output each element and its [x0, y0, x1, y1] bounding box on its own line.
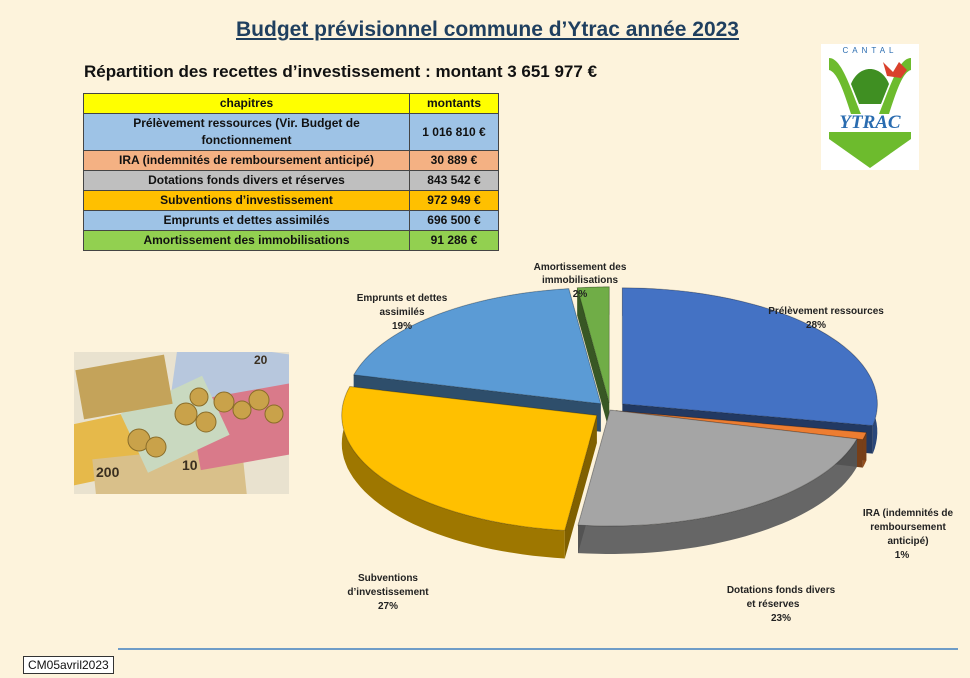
pie-slice-wall [577, 287, 610, 431]
pie-slice-wall [564, 415, 597, 559]
pie-slice-side [577, 286, 610, 316]
row-label: IRA (indemnités de remboursement anticip… [83, 150, 410, 171]
label-pct-amortissement: 2% [573, 289, 588, 300]
logo-top-text: CANTAL [843, 46, 898, 55]
pie-slice [576, 286, 610, 403]
pie-slice-wall [622, 403, 873, 454]
pie-slice-wall [578, 410, 610, 554]
header-chapitres: chapitres [83, 93, 410, 114]
row-label: Subventions d’investissement [83, 190, 410, 211]
pie-slice-wall [615, 410, 867, 461]
table-row: Prélèvement ressources (Vir. Budget de f… [83, 113, 499, 151]
pie-slice-side [353, 288, 569, 403]
page-subtitle: Répartition des recettes d’investissemen… [84, 62, 598, 81]
row-label: Prélèvement ressources (Vir. Budget de f… [83, 113, 410, 151]
footer-label: CM05avril2023 [23, 656, 114, 674]
table-row: Subventions d’investissement 972 949 € [83, 190, 499, 211]
pie-slice-side [622, 287, 878, 454]
pie-slice [341, 386, 598, 532]
header-montants: montants [409, 93, 499, 114]
row-label: Amortissement des immobilisations [83, 230, 410, 251]
row-amount: 843 542 € [409, 170, 499, 191]
logo-name: YTRAC [839, 112, 901, 133]
label-subventions-2: d’investissement [347, 587, 429, 598]
pie-slice [621, 287, 878, 427]
label-pct-dotations: 23% [771, 613, 791, 624]
table-row: IRA (indemnités de remboursement anticip… [83, 150, 499, 171]
table-header-row: chapitres montants [83, 93, 499, 114]
pie-slice-wall [615, 410, 863, 468]
row-amount: 972 949 € [409, 190, 499, 211]
table-row: Dotations fonds divers et réserves 843 5… [83, 170, 499, 191]
label-subventions-1: Subventions [358, 573, 418, 584]
pie-slice-wall [610, 410, 857, 467]
row-label: Emprunts et dettes assimilés [83, 210, 410, 231]
table-row: Emprunts et dettes assimilés 696 500 € [83, 210, 499, 231]
pie-slice-side [862, 432, 867, 468]
label-pct-emprunts: 19% [392, 321, 412, 332]
label-pct-prelevement: 28% [806, 320, 826, 331]
row-amount: 696 500 € [409, 210, 499, 231]
pie-slice-wall [353, 374, 601, 432]
ytrac-logo: CANTAL YTRAC [821, 44, 919, 170]
label-pct-ira: 1% [895, 550, 910, 561]
row-label: Dotations fonds divers et réserves [83, 170, 410, 191]
row-amount: 30 889 € [409, 150, 499, 171]
pie-slice-wall [349, 386, 597, 444]
row-amount: 1 016 810 € [409, 113, 499, 151]
label-amortissement-1: Amortissement des [534, 262, 627, 273]
footer-divider [118, 648, 958, 650]
label-prelevement: Prélèvement ressources [768, 306, 884, 317]
svg-text:200: 200 [96, 464, 120, 480]
label-dotations-2: et réserves [747, 599, 800, 610]
label-dotations-1: Dotations fonds divers [727, 585, 836, 596]
budget-table: chapitres montants Prélèvement ressource… [83, 93, 499, 251]
table-row: Amortissement des immobilisations 91 286… [83, 230, 499, 251]
pie-slice [615, 410, 868, 441]
pie-slice [352, 288, 602, 405]
label-ira-2: remboursement [870, 522, 946, 533]
pie-slice-side [578, 438, 857, 554]
label-emprunts-1: Emprunts et dettes [357, 293, 448, 304]
page-title: Budget prévisionnel commune d’Ytrac anné… [236, 18, 739, 41]
row-amount: 91 286 € [409, 230, 499, 251]
pie-slice-wall [568, 288, 601, 432]
label-pct-subventions: 27% [378, 601, 398, 612]
pie-slice [577, 409, 858, 527]
label-ira-3: anticipé) [887, 536, 928, 547]
svg-text:10: 10 [182, 457, 198, 473]
label-ira-1: IRA (indemnités de [863, 508, 954, 519]
money-photo: 200 10 20 [74, 352, 289, 494]
label-emprunts-2: assimilés [379, 307, 424, 318]
svg-text:20: 20 [254, 353, 268, 367]
label-amortissement-2: immobilisations [542, 275, 619, 286]
pie-slice-side [341, 386, 565, 559]
